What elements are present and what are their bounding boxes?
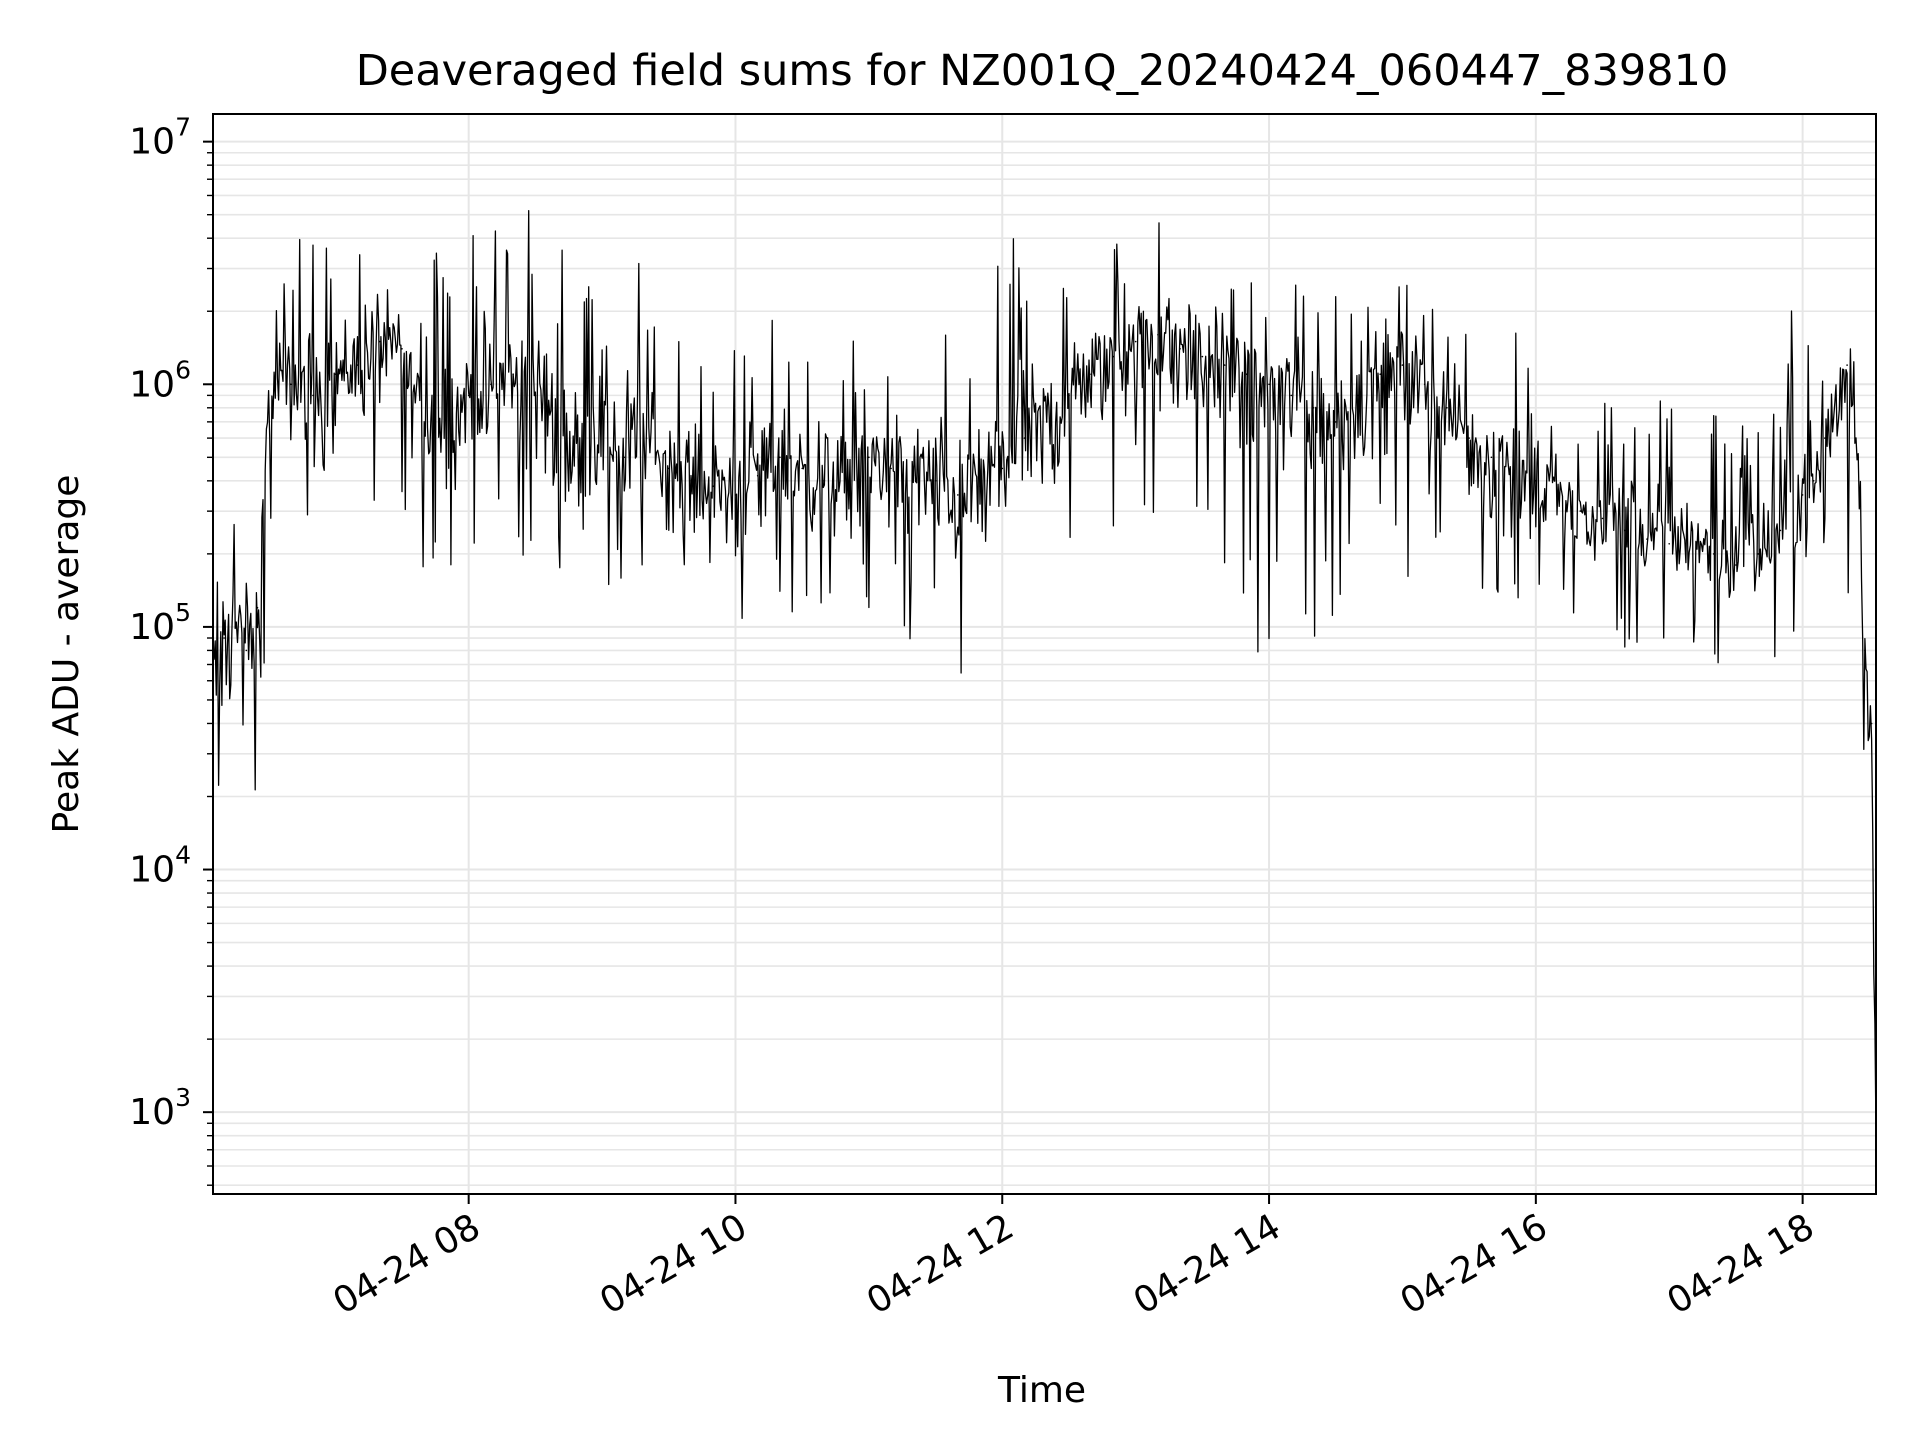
data-point bbox=[1668, 543, 1670, 545]
data-point bbox=[734, 494, 737, 496]
data-point bbox=[1757, 553, 1759, 555]
data-point bbox=[1090, 373, 1092, 376]
data-point bbox=[1023, 437, 1026, 439]
data-point bbox=[1624, 529, 1626, 532]
data-point bbox=[1423, 383, 1426, 386]
data-point bbox=[1157, 334, 1159, 336]
y-axis: 103 104 105 106 107 bbox=[129, 113, 213, 1186]
data-point bbox=[356, 364, 359, 366]
data-point bbox=[1535, 480, 1537, 482]
data-point bbox=[1690, 529, 1693, 532]
data-point bbox=[801, 467, 803, 470]
data-point bbox=[290, 383, 292, 386]
data-point bbox=[1646, 538, 1648, 540]
plot-frame bbox=[212, 113, 1877, 1195]
data-point bbox=[1045, 421, 1048, 423]
data-point bbox=[534, 394, 537, 397]
data-point bbox=[256, 606, 259, 609]
data-point bbox=[1223, 364, 1226, 366]
data-point bbox=[556, 421, 559, 423]
data-point bbox=[1712, 553, 1715, 555]
data-point bbox=[512, 373, 514, 376]
data-point bbox=[1112, 355, 1115, 358]
y-axis-label: Peak ADU - average bbox=[46, 475, 87, 834]
data-point bbox=[1557, 494, 1559, 496]
data-point bbox=[779, 456, 781, 459]
data-point bbox=[1401, 364, 1404, 366]
data-point bbox=[334, 373, 337, 376]
data-point bbox=[490, 383, 492, 386]
data-point bbox=[1846, 364, 1848, 366]
data-point bbox=[1857, 456, 1859, 459]
data-point bbox=[1864, 649, 1866, 652]
data-point bbox=[756, 474, 759, 477]
data-point bbox=[1812, 480, 1815, 482]
data-point bbox=[1334, 421, 1337, 423]
series-line bbox=[212, 210, 1877, 1136]
data-point bbox=[1290, 394, 1293, 397]
data-point bbox=[467, 394, 470, 397]
data-point bbox=[868, 456, 870, 459]
data-point bbox=[668, 467, 670, 470]
data-point bbox=[401, 348, 403, 350]
data-point bbox=[623, 456, 626, 459]
data-point bbox=[912, 474, 915, 477]
data-point bbox=[1001, 467, 1004, 470]
data-point bbox=[890, 467, 892, 470]
data-point bbox=[1870, 722, 1873, 725]
y-tick-label: 107 bbox=[129, 113, 191, 163]
data-point bbox=[1179, 348, 1181, 350]
data-point bbox=[1468, 437, 1470, 439]
data-point bbox=[1601, 517, 1604, 520]
y-tick-label: 104 bbox=[129, 841, 191, 891]
data-point bbox=[1357, 394, 1359, 397]
data-point bbox=[1246, 373, 1248, 376]
y-tick-label: 105 bbox=[129, 598, 191, 648]
series bbox=[212, 210, 1877, 1137]
data-point bbox=[1824, 437, 1826, 439]
data-point bbox=[378, 340, 381, 343]
data-point bbox=[712, 485, 714, 488]
data-point bbox=[312, 394, 314, 397]
data-point bbox=[1379, 373, 1381, 376]
data-point bbox=[1801, 494, 1804, 496]
y-tick-label: 103 bbox=[129, 1083, 191, 1133]
data-point bbox=[1134, 340, 1137, 343]
data-point bbox=[979, 485, 981, 488]
data-point bbox=[601, 407, 603, 409]
data-point bbox=[267, 407, 270, 409]
data-point bbox=[845, 485, 848, 488]
data-point bbox=[423, 421, 426, 423]
data-point bbox=[1312, 407, 1315, 409]
data-point bbox=[1268, 383, 1270, 386]
data-point bbox=[1512, 467, 1515, 470]
data-point bbox=[823, 480, 826, 482]
data-point bbox=[690, 480, 692, 482]
data-point bbox=[934, 480, 937, 482]
data-point bbox=[579, 456, 581, 459]
data-point bbox=[1779, 529, 1782, 532]
data-point bbox=[957, 494, 959, 496]
grid bbox=[213, 114, 1876, 1194]
data-point bbox=[1835, 394, 1837, 397]
data-point bbox=[645, 437, 648, 439]
data-point bbox=[445, 437, 448, 439]
data-point bbox=[234, 626, 236, 628]
y-tick-label: 106 bbox=[129, 355, 191, 405]
data-point bbox=[223, 637, 225, 639]
data-point bbox=[1735, 564, 1737, 566]
data-point bbox=[1579, 510, 1582, 512]
data-point bbox=[245, 649, 248, 652]
data-point bbox=[1490, 456, 1493, 459]
data-point bbox=[1446, 407, 1448, 409]
data-point bbox=[1068, 394, 1070, 397]
data-point bbox=[1201, 355, 1204, 358]
x-axis-label: Time bbox=[997, 1370, 1086, 1411]
chart-title: Deaveraged field sums for NZ001Q_2024042… bbox=[356, 46, 1729, 96]
